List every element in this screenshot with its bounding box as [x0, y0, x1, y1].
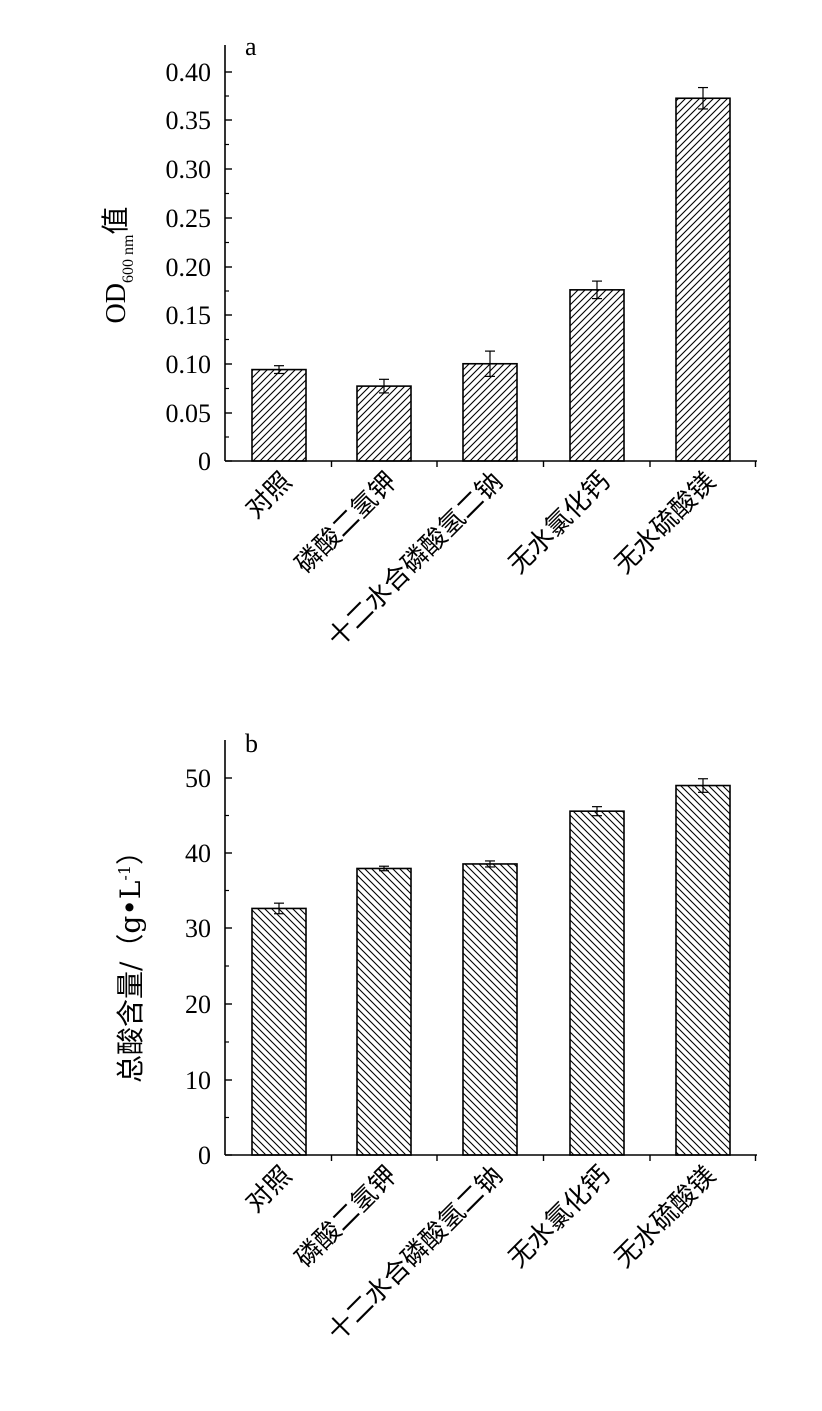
error-bar [274, 365, 284, 375]
y-tick-label: 0 [198, 1141, 211, 1170]
y-tick-label: 20 [185, 990, 211, 1019]
error-bar [379, 378, 389, 394]
y-axis-label: OD600 nm值 [99, 207, 137, 324]
y-axis-label: 总酸含量/（g•L-1） [114, 837, 147, 1083]
error-bar [485, 860, 495, 868]
x-tick-label: 无水氯化钙 [503, 467, 616, 580]
x-tick-label: 无水硫酸镁 [609, 467, 722, 580]
panel-label: a [245, 32, 257, 61]
x-tick-label: 磷酸二氢钾 [290, 467, 403, 580]
bars [251, 97, 731, 462]
y-tick-labels: 0 0.05 0.10 0.15 0.20 0.25 0.30 0.35 0.40 [166, 58, 212, 476]
x-tick-label: 对照 [240, 1161, 298, 1219]
y-tick-label: 0.40 [166, 58, 212, 87]
bars [251, 784, 731, 1156]
y-tick-label: 50 [185, 764, 211, 793]
y-tick-label: 40 [185, 839, 211, 868]
x-tick-label: 无水氯化钙 [503, 1161, 616, 1274]
bar [462, 863, 518, 1156]
bar [251, 907, 307, 1156]
y-tick-labels: 0 10 20 30 40 50 [185, 764, 211, 1170]
x-tick-label: 对照 [240, 467, 298, 525]
x-tick-label: 十二水合磷酸氢二钠 [322, 1161, 509, 1348]
x-tick-label: 无水硫酸镁 [609, 1161, 722, 1274]
bar [675, 97, 731, 462]
y-tick-label: 0.35 [166, 106, 212, 135]
error-bars [274, 778, 708, 915]
y-tick-label: 0 [198, 447, 211, 476]
bar [356, 867, 412, 1156]
x-tick-label: 十二水合磷酸氢二钠 [322, 467, 509, 654]
error-bar [379, 865, 389, 872]
y-tick-label: 10 [185, 1066, 211, 1095]
error-bar [274, 902, 284, 915]
bar [675, 784, 731, 1156]
y-tick-label: 0.05 [166, 399, 212, 428]
error-bar [698, 778, 708, 793]
bar [356, 385, 412, 462]
error-bar [592, 806, 602, 817]
bar [462, 362, 518, 462]
x-tick-label: 磷酸二氢钾 [290, 1161, 403, 1274]
y-tick-label: 0.30 [166, 155, 212, 184]
chart-panel-b: b 0 10 20 30 40 50 对照磷酸二氢钾十二水合磷酸氢二钠无水氯化钙无水硫酸镁… [114, 729, 757, 1347]
panel-label: b [245, 729, 258, 758]
y-tick-label: 30 [185, 914, 211, 943]
axes [224, 740, 757, 1161]
axes [224, 45, 757, 467]
y-tick-label: 0.15 [166, 301, 212, 330]
bar [569, 289, 625, 462]
y-tick-label: 0.20 [166, 253, 212, 282]
bar [569, 810, 625, 1156]
bar [251, 368, 307, 462]
y-tick-label: 0.25 [166, 204, 212, 233]
chart-panel-a: a 0 0.05 0.10 0.15 0.20 0.25 0.30 0.35 0.40 对照磷酸… [99, 32, 757, 653]
error-bar [485, 350, 495, 377]
error-bars [274, 86, 708, 394]
y-tick-label: 0.10 [166, 350, 212, 379]
error-bar [592, 280, 602, 300]
error-bar [698, 86, 708, 110]
